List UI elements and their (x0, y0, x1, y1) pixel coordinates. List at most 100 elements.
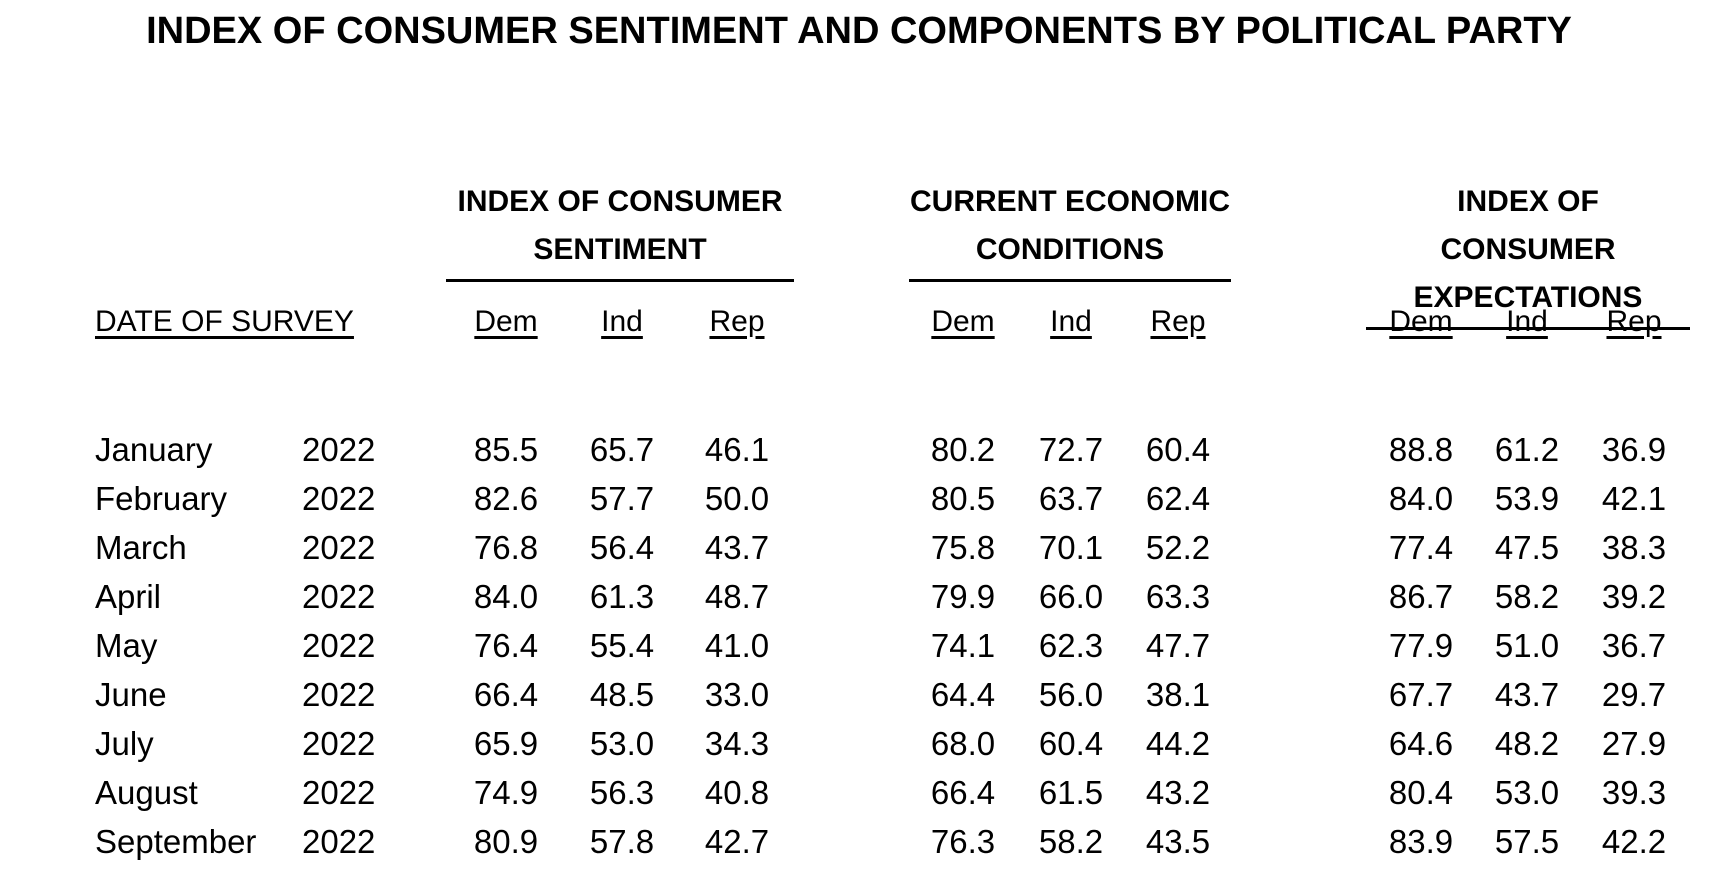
column-header-rep: Rep (1150, 305, 1206, 338)
value-cell-sentiment-rep: 46.1 (704, 431, 770, 468)
value-cell-current-dem: 74.1 (930, 627, 996, 664)
value-cell-sentiment-rep: 41.0 (704, 627, 770, 664)
value-cell-sentiment-ind: 48.5 (589, 676, 655, 713)
value-cell-expectations-rep: 42.2 (1601, 823, 1667, 860)
value-cell-current-ind: 70.1 (1038, 529, 1104, 566)
value-cell-expectations-rep: 38.3 (1601, 529, 1667, 566)
value-cell-current-rep: 52.2 (1145, 529, 1211, 566)
value-cell-sentiment-dem: 66.4 (473, 676, 539, 713)
value-cell-expectations-dem: 83.9 (1388, 823, 1454, 860)
value-cell-current-ind: 63.7 (1038, 480, 1104, 517)
table-row: July 2022 65.9 53.0 34.3 68.0 60.4 44.2 64.6 48.2… (0, 719, 1718, 768)
value-cell-current-ind: 58.2 (1038, 823, 1104, 860)
value-cell-expectations-rep: 27.9 (1601, 725, 1667, 762)
value-cell-current-dem: 80.5 (930, 480, 996, 517)
value-cell-sentiment-ind: 56.3 (589, 774, 655, 811)
month-cell: May (95, 627, 158, 664)
year-cell: 2022 (302, 774, 376, 811)
value-cell-sentiment-ind: 61.3 (589, 578, 655, 615)
value-cell-sentiment-ind: 53.0 (589, 725, 655, 762)
column-header-rep: Rep (709, 305, 765, 338)
value-cell-expectations-ind: 61.2 (1494, 431, 1560, 468)
value-cell-expectations-rep: 29.7 (1601, 676, 1667, 713)
value-cell-expectations-dem: 77.9 (1388, 627, 1454, 664)
column-header-dem: Dem (931, 305, 995, 338)
table-row: April 2022 84.0 61.3 48.7 79.9 66.0 63.3 86.7 58.… (0, 572, 1718, 621)
group-header-current-conditions: CURRENT ECONOMIC CONDITIONS (909, 178, 1231, 282)
value-cell-expectations-ind: 48.2 (1494, 725, 1560, 762)
value-cell-current-ind: 56.0 (1038, 676, 1104, 713)
value-cell-sentiment-rep: 40.8 (704, 774, 770, 811)
year-cell: 2022 (302, 823, 376, 860)
value-cell-sentiment-dem: 84.0 (473, 578, 539, 615)
group-header-line1: INDEX OF CONSUMER (1440, 185, 1616, 266)
month-cell: January (95, 431, 213, 468)
value-cell-sentiment-dem: 85.5 (473, 431, 539, 468)
value-cell-current-rep: 60.4 (1145, 431, 1211, 468)
value-cell-current-ind: 66.0 (1038, 578, 1104, 615)
value-cell-expectations-dem: 88.8 (1388, 431, 1454, 468)
value-cell-expectations-ind: 57.5 (1494, 823, 1560, 860)
table-row: May 2022 76.4 55.4 41.0 74.1 62.3 47.7 77.9 51.0 3… (0, 621, 1718, 670)
value-cell-sentiment-rep: 50.0 (704, 480, 770, 517)
value-cell-current-rep: 38.1 (1145, 676, 1211, 713)
column-header-rep: Rep (1606, 305, 1662, 338)
group-header-line2: SENTIMENT (533, 233, 707, 266)
value-cell-sentiment-dem: 82.6 (473, 480, 539, 517)
value-cell-current-ind: 61.5 (1038, 774, 1104, 811)
value-cell-expectations-dem: 86.7 (1388, 578, 1454, 615)
value-cell-expectations-rep: 36.9 (1601, 431, 1667, 468)
value-cell-current-ind: 72.7 (1038, 431, 1104, 468)
group-header-sentiment: INDEX OF CONSUMER SENTIMENT (446, 178, 794, 282)
value-cell-sentiment-ind: 65.7 (589, 431, 655, 468)
value-cell-sentiment-dem: 74.9 (473, 774, 539, 811)
value-cell-sentiment-dem: 76.8 (473, 529, 539, 566)
year-cell: 2022 (302, 431, 376, 468)
value-cell-expectations-rep: 39.3 (1601, 774, 1667, 811)
year-cell: 2022 (302, 480, 376, 517)
value-cell-expectations-ind: 43.7 (1494, 676, 1560, 713)
year-cell: 2022 (302, 627, 376, 664)
month-cell: July (95, 725, 154, 762)
value-cell-sentiment-ind: 57.8 (589, 823, 655, 860)
month-cell: June (95, 676, 167, 713)
column-header-ind: Ind (1506, 305, 1548, 338)
value-cell-expectations-rep: 42.1 (1601, 480, 1667, 517)
value-cell-current-ind: 60.4 (1038, 725, 1104, 762)
value-cell-sentiment-ind: 56.4 (589, 529, 655, 566)
value-cell-current-rep: 62.4 (1145, 480, 1211, 517)
table-row: September 2022 80.9 57.8 42.7 76.3 58.2 43.5 83.… (0, 817, 1718, 866)
column-header-dem: Dem (474, 305, 538, 338)
year-cell: 2022 (302, 725, 376, 762)
table-row: August 2022 74.9 56.3 40.8 66.4 61.5 43.2 80.4 53… (0, 768, 1718, 817)
column-header-ind: Ind (601, 305, 643, 338)
value-cell-expectations-dem: 67.7 (1388, 676, 1454, 713)
month-cell: September (95, 823, 257, 860)
value-cell-current-rep: 63.3 (1145, 578, 1211, 615)
year-cell: 2022 (302, 578, 376, 615)
value-cell-current-dem: 75.8 (930, 529, 996, 566)
year-cell: 2022 (302, 676, 376, 713)
table-row: February 2022 82.6 57.7 50.0 80.5 63.7 62.4 84.0… (0, 474, 1718, 523)
value-cell-expectations-ind: 51.0 (1494, 627, 1560, 664)
value-cell-sentiment-dem: 65.9 (473, 725, 539, 762)
value-cell-expectations-dem: 77.4 (1388, 529, 1454, 566)
value-cell-sentiment-ind: 55.4 (589, 627, 655, 664)
data-table-body: January 2022 85.5 65.7 46.1 80.2 72.7 60.4 88.8 6… (0, 425, 1718, 866)
value-cell-expectations-dem: 64.6 (1388, 725, 1454, 762)
value-cell-expectations-rep: 36.7 (1601, 627, 1667, 664)
value-cell-sentiment-rep: 43.7 (704, 529, 770, 566)
month-cell: February (95, 480, 228, 517)
value-cell-current-rep: 43.2 (1145, 774, 1211, 811)
value-cell-expectations-dem: 84.0 (1388, 480, 1454, 517)
value-cell-expectations-rep: 39.2 (1601, 578, 1667, 615)
column-header-dem: Dem (1389, 305, 1453, 338)
table-row: January 2022 85.5 65.7 46.1 80.2 72.7 60.4 88.8 6… (0, 425, 1718, 474)
group-header-line1: CURRENT ECONOMIC (910, 185, 1230, 218)
date-of-survey-header: DATE OF SURVEY (95, 305, 354, 338)
value-cell-sentiment-dem: 76.4 (473, 627, 539, 664)
value-cell-current-dem: 64.4 (930, 676, 996, 713)
value-cell-current-dem: 76.3 (930, 823, 996, 860)
value-cell-sentiment-dem: 80.9 (473, 823, 539, 860)
month-cell: March (95, 529, 187, 566)
